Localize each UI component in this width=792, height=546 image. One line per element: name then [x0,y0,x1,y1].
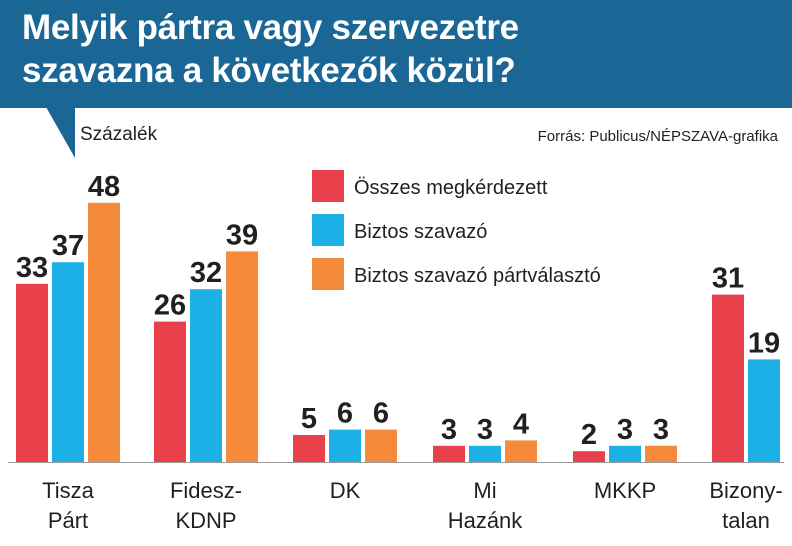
category-label: MKKP [594,478,656,503]
source-label: Forrás: Publicus/NÉPSZAVA-grafika [537,128,778,145]
value-label: 3 [477,414,493,446]
legend-swatch-0 [312,170,344,202]
category-label: Hazánk [448,508,524,533]
bar-1-5 [748,359,780,462]
header-pointer-shape [0,100,75,158]
value-label: 6 [337,398,353,430]
bar-1-3 [469,445,501,462]
category-label: Bizony- [709,478,782,503]
title-line-2: szavazna a következők közül? [22,51,516,90]
value-label: 2 [581,419,597,451]
legend-label-2: Biztos szavazó pártválasztó [354,265,601,287]
legend-label-0: Összes megkérdezett [354,177,548,199]
unit-label: Százalék [80,124,158,145]
value-label: 5 [301,403,317,435]
category-label: DK [330,478,361,503]
legend-label-1: Biztos szavazó [354,221,487,243]
value-label: 3 [617,414,633,446]
bar-2-1 [226,251,258,462]
bar-2-2 [365,429,397,462]
category-label: talan [722,508,770,533]
value-label: 33 [16,252,48,284]
bar-2-0 [88,202,120,463]
header-banner [0,0,792,108]
bar-0-4 [573,451,605,462]
bar-0-3 [433,445,465,462]
bar-2-4 [645,445,677,462]
category-label: Tisza [42,478,95,503]
bar-0-2 [293,435,325,462]
bar-1-0 [52,262,84,462]
bar-0-5 [712,294,744,462]
category-label: Párt [48,508,88,533]
value-label: 48 [88,171,120,203]
legend-swatch-1 [312,214,344,246]
value-label: 6 [373,398,389,430]
bar-1-2 [329,429,361,462]
legend-swatch-2 [312,258,344,290]
value-label: 32 [190,257,222,289]
value-label: 3 [441,414,457,446]
bar-2-3 [505,440,537,462]
value-label: 19 [748,327,780,359]
value-label: 39 [226,219,258,251]
category-label: KDNP [175,508,236,533]
value-label: 37 [52,230,84,262]
value-label: 26 [154,290,186,322]
bar-0-0 [16,283,48,462]
page-title: Melyik pártra vagy szervezetre szavazna … [22,6,519,92]
value-label: 31 [712,263,744,295]
bar-1-4 [609,445,641,462]
category-label: Fidesz- [170,478,242,503]
bar-1-1 [190,289,222,462]
bar-0-1 [154,321,186,462]
value-label: 4 [513,408,529,440]
value-label: 3 [653,414,669,446]
header-pointer [0,100,75,158]
title-line-1: Melyik pártra vagy szervezetre [22,8,519,47]
category-label: Mi [473,478,496,503]
